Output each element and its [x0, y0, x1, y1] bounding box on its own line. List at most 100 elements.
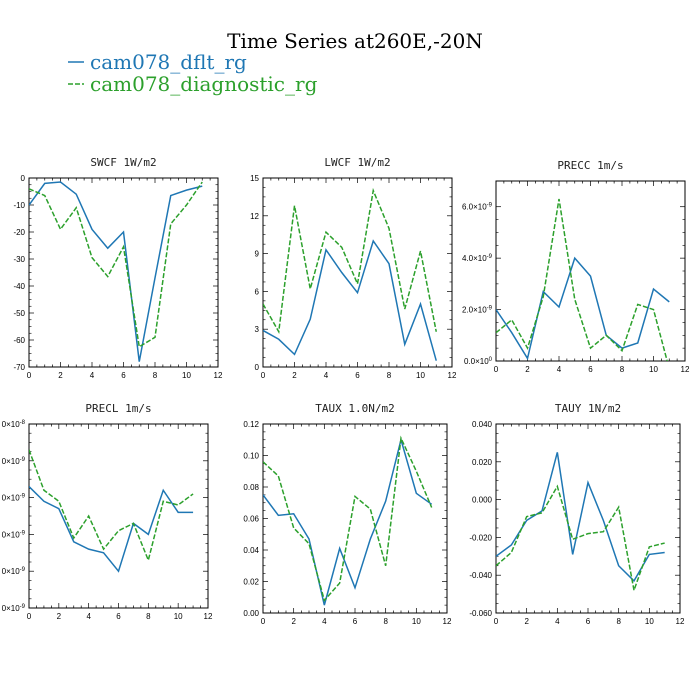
- x-tick-label: 12: [214, 371, 223, 380]
- y-tick-label: 0.12: [243, 420, 259, 429]
- plot-frame: [28, 423, 209, 609]
- y-tick-label: 0×10-9: [2, 494, 26, 503]
- x-tick-label: 8: [616, 617, 621, 626]
- y-tick-label: -0.020: [469, 533, 492, 542]
- x-tick-label: 12: [676, 617, 685, 626]
- series-line-dflt: [496, 256, 670, 361]
- x-tick-label: 10: [182, 371, 191, 380]
- x-tick-label: 2: [291, 617, 296, 626]
- y-tick-label: -60: [13, 336, 25, 345]
- x-tick-label: 10: [649, 365, 658, 374]
- plot-frame: [28, 177, 219, 368]
- plot-frame: [262, 177, 453, 368]
- y-tick-label: 0.000: [472, 496, 493, 505]
- plot-frame: [495, 180, 686, 362]
- panel-precl: PRECL 1m/s 0 2 4 6 8 10 12 0×10-9 0×10-9 0×10-9 0×1…: [2, 402, 213, 621]
- series-line-diagnostic: [263, 435, 433, 602]
- series-line-dflt: [29, 486, 194, 573]
- plot-frame: [495, 423, 681, 614]
- legend: cam078_dflt_rg cam078_diagnostic_rg: [68, 50, 318, 96]
- x-tick-label: 4: [90, 371, 95, 380]
- y-tick-label: -30: [13, 255, 25, 264]
- panel-title: TAUY 1N/m2: [555, 402, 621, 415]
- x-tick-label: 2: [57, 612, 62, 621]
- x-tick-label: 0: [27, 612, 32, 621]
- y-tick-label: 0×10-9: [2, 457, 26, 466]
- panel-title: PRECC 1m/s: [557, 159, 623, 172]
- series-line-diagnostic: [29, 181, 203, 348]
- series-line-diagnostic: [263, 187, 437, 335]
- panel-swcf: SWCF 1W/m2 0 2 4 6 8 10 12 -70 -60 -50 -40 -30 -20 -10…: [13, 156, 223, 380]
- y-tick-label: 9: [255, 250, 260, 259]
- y-tick-label: 0×10-8: [2, 420, 26, 429]
- x-tick-label: 6: [588, 365, 593, 374]
- x-tick-label: 12: [681, 365, 690, 374]
- legend-item-dflt: cam078_dflt_rg: [68, 50, 247, 74]
- y-tick-label: 12: [250, 212, 259, 221]
- legend-item-diagnostic: cam078_diagnostic_rg: [68, 72, 318, 96]
- series-line-dflt: [496, 452, 665, 583]
- x-tick-label: 0: [494, 365, 499, 374]
- y-tick-label: -0.040: [469, 571, 492, 580]
- series-line-diagnostic: [29, 449, 194, 563]
- x-tick-label: 4: [557, 365, 562, 374]
- x-tick-label: 4: [324, 371, 329, 380]
- panel-title: TAUX 1.0N/m2: [315, 402, 394, 415]
- x-tick-label: 2: [292, 371, 297, 380]
- figure-title: Time Series at260E,-20N: [227, 29, 483, 53]
- x-tick-label: 4: [555, 617, 560, 626]
- x-tick-label: 10: [174, 612, 183, 621]
- x-tick-label: 2: [525, 365, 530, 374]
- series-line-diagnostic: [496, 198, 668, 361]
- x-tick-label: 2: [524, 617, 529, 626]
- y-tick-label: -40: [13, 282, 25, 291]
- y-tick-label: -0.060: [469, 609, 492, 618]
- y-tick-label: 0: [21, 174, 26, 183]
- chart-panels: SWCF 1W/m2 0 2 4 6 8 10 12 -70 -60 -50 -40 -30 -20 -10…: [2, 156, 690, 626]
- x-tick-label: 10: [645, 617, 654, 626]
- x-tick-label: 6: [121, 371, 126, 380]
- y-tick-label: 0.04: [243, 546, 259, 555]
- x-tick-label: 0: [261, 617, 266, 626]
- y-tick-label: 3: [255, 325, 260, 334]
- x-tick-label: 12: [443, 617, 452, 626]
- series-line-dflt: [29, 181, 203, 362]
- y-tick-label: 0.06: [243, 515, 259, 524]
- y-tick-label: 0.020: [472, 458, 493, 467]
- x-tick-label: 4: [86, 612, 91, 621]
- x-tick-label: 0: [27, 371, 32, 380]
- x-tick-label: 0: [261, 371, 266, 380]
- x-tick-label: 6: [586, 617, 591, 626]
- y-tick-label: 0×10-9: [2, 567, 26, 576]
- y-tick-label: 0.10: [243, 452, 259, 461]
- x-tick-label: 12: [448, 371, 457, 380]
- y-tick-label: 0.08: [243, 483, 259, 492]
- x-tick-label: 8: [146, 612, 151, 621]
- y-tick-label: 15: [250, 174, 259, 183]
- y-tick-label: 0.02: [243, 578, 259, 587]
- y-tick-label: -20: [13, 228, 25, 237]
- y-tick-label: 6.0×10-9: [462, 203, 493, 212]
- y-tick-label: -50: [13, 309, 25, 318]
- y-tick-label: 0×10-9: [2, 604, 26, 613]
- x-tick-label: 10: [412, 617, 421, 626]
- x-tick-label: 4: [322, 617, 327, 626]
- x-tick-label: 8: [387, 371, 392, 380]
- y-tick-label: 0.00: [243, 609, 259, 618]
- legend-label-dflt: cam078_dflt_rg: [90, 50, 247, 74]
- x-tick-label: 10: [416, 371, 425, 380]
- panel-title: PRECL 1m/s: [85, 402, 151, 415]
- panel-precc: PRECC 1m/s 0 2 4 6 8 10 12 0.0×100 2.0×10-9 4.0×10…: [462, 159, 690, 374]
- y-tick-label: 0.040: [472, 420, 493, 429]
- x-tick-label: 12: [204, 612, 213, 621]
- x-tick-label: 6: [116, 612, 121, 621]
- y-tick-label: 0×10-9: [2, 530, 26, 539]
- x-tick-label: 6: [355, 371, 360, 380]
- x-tick-label: 2: [58, 371, 63, 380]
- y-tick-label: 6: [255, 287, 260, 296]
- y-tick-label: 0.0×100: [464, 357, 493, 366]
- x-tick-label: 8: [383, 617, 388, 626]
- series-line-diagnostic: [496, 484, 665, 594]
- series-line-dflt: [263, 239, 437, 361]
